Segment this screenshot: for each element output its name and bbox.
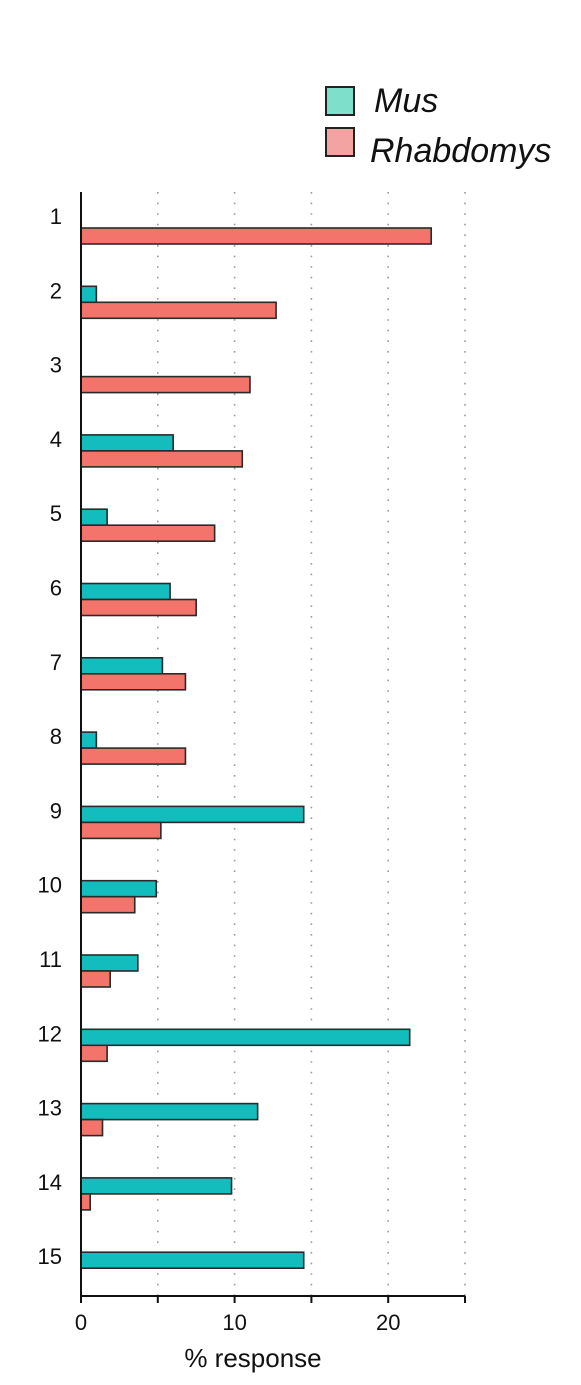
x-tick-labels: 0 10 20 [75,1310,401,1335]
category-label-5: 5 [50,501,62,526]
x-tick-label-10: 10 [222,1310,246,1335]
x-tick-label-20: 20 [376,1310,400,1335]
bar-mus-2 [80,285,98,304]
category-label-14: 14 [38,1170,62,1195]
bar-rhabdomys-5 [80,524,216,543]
bar-mus-6 [80,582,171,601]
bar-mus-4 [80,434,174,452]
category-label-6: 6 [50,576,62,601]
bar-rhabdomys-6 [80,598,197,617]
bar-mus-8 [80,731,98,749]
gridlines [157,192,466,1296]
category-label-13: 13 [38,1096,62,1121]
legend-label-mus: Mus [374,82,438,120]
bar-mus-5 [80,508,108,527]
bar-mus-13 [80,1102,259,1121]
bar-rhabdomys-11 [80,970,111,988]
category-label-8: 8 [50,724,62,749]
x-axis-title: % response [184,1343,321,1373]
bars [80,227,433,1269]
bar-mus-10 [80,879,158,898]
bar-rhabdomys-2 [80,301,277,320]
bar-mus-15 [80,1251,305,1269]
bar-mus-12 [80,1028,411,1047]
category-label-9: 9 [50,798,62,823]
legend-swatch-mus [325,86,355,116]
category-label-7: 7 [50,650,62,675]
bar-rhabdomys-4 [80,450,244,468]
x-tick-label-0: 0 [75,1310,87,1335]
category-label-11: 11 [39,947,62,972]
bar-mus-14 [80,1177,233,1195]
bar-rhabdomys-10 [80,895,136,914]
bar-rhabdomys-12 [80,1044,108,1063]
category-label-4: 4 [50,427,62,452]
bar-rhabdomys-3 [80,375,251,394]
bar-rhabdomys-13 [80,1118,104,1137]
bar-rhabdomys-8 [80,747,187,765]
legend: Mus Rhabdomys [325,82,551,170]
category-label-15: 15 [38,1244,62,1269]
bar-rhabdomys-7 [80,672,187,691]
category-label-1: 1 [50,204,62,229]
bar-rhabdomys-14 [80,1193,92,1211]
category-label-3: 3 [50,353,62,378]
category-label-12: 12 [38,1021,62,1046]
legend-label-rhabdomys: Rhabdomys [370,132,551,170]
bar-rhabdomys-1 [80,227,433,245]
bar-mus-11 [80,954,139,972]
category-label-2: 2 [50,278,62,303]
bar-mus-9 [80,805,305,824]
bar-mus-7 [80,656,164,675]
legend-swatch-rhabdomys [325,127,355,157]
category-label-10: 10 [38,873,62,898]
axes [80,192,466,1303]
bar-rhabdomys-9 [80,821,162,840]
